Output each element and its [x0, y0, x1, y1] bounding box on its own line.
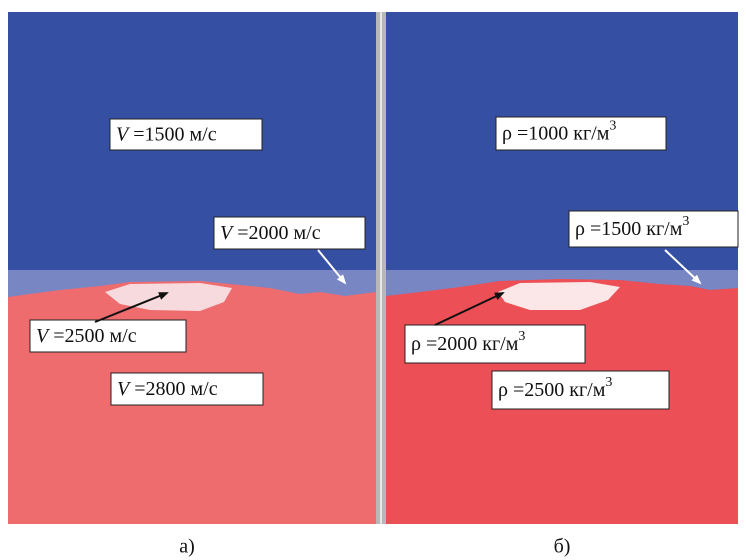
label-sup: 3	[605, 375, 612, 390]
label-text: =2000 м/с	[232, 222, 320, 244]
caption: а)	[179, 536, 195, 558]
label: ρ =2500 кг/м3	[498, 375, 612, 400]
label-symbol: ρ	[498, 379, 508, 401]
figure: V =1500 м/с V =2000 м/с V =2500 м/с V =2800…	[0, 0, 746, 560]
label-symbol: ρ	[502, 122, 512, 144]
label: ρ =2000 кг/м3	[411, 329, 525, 354]
label-sup: 3	[518, 329, 525, 344]
caption: б)	[554, 536, 571, 558]
label-text: =2500 м/с	[48, 325, 136, 347]
label-text: =1000 кг/м	[512, 122, 610, 144]
label-text: =1500 м/с	[128, 123, 216, 145]
label: ρ =1000 кг/м3	[502, 119, 616, 144]
label-symbol: ρ	[411, 333, 421, 355]
label-text: =2500 кг/м	[508, 379, 606, 401]
panel-velocity	[8, 12, 376, 524]
label-text: =1500 кг/м	[585, 218, 683, 240]
label: V =1500 м/с	[116, 123, 217, 145]
page: V =1500 м/с V =2000 м/с V =2500 м/с V =2800…	[0, 0, 746, 560]
label: V =2800 м/с	[117, 378, 218, 400]
label-text: =2000 кг/м	[421, 333, 519, 355]
label-text: =2800 м/с	[129, 378, 217, 400]
label: ρ =1500 кг/м3	[575, 214, 689, 239]
label-symbol: ρ	[575, 218, 585, 240]
label-sup: 3	[609, 119, 616, 134]
label: V =2000 м/с	[220, 222, 321, 244]
label-sup: 3	[682, 214, 689, 229]
label: V =2500 м/с	[36, 325, 137, 347]
